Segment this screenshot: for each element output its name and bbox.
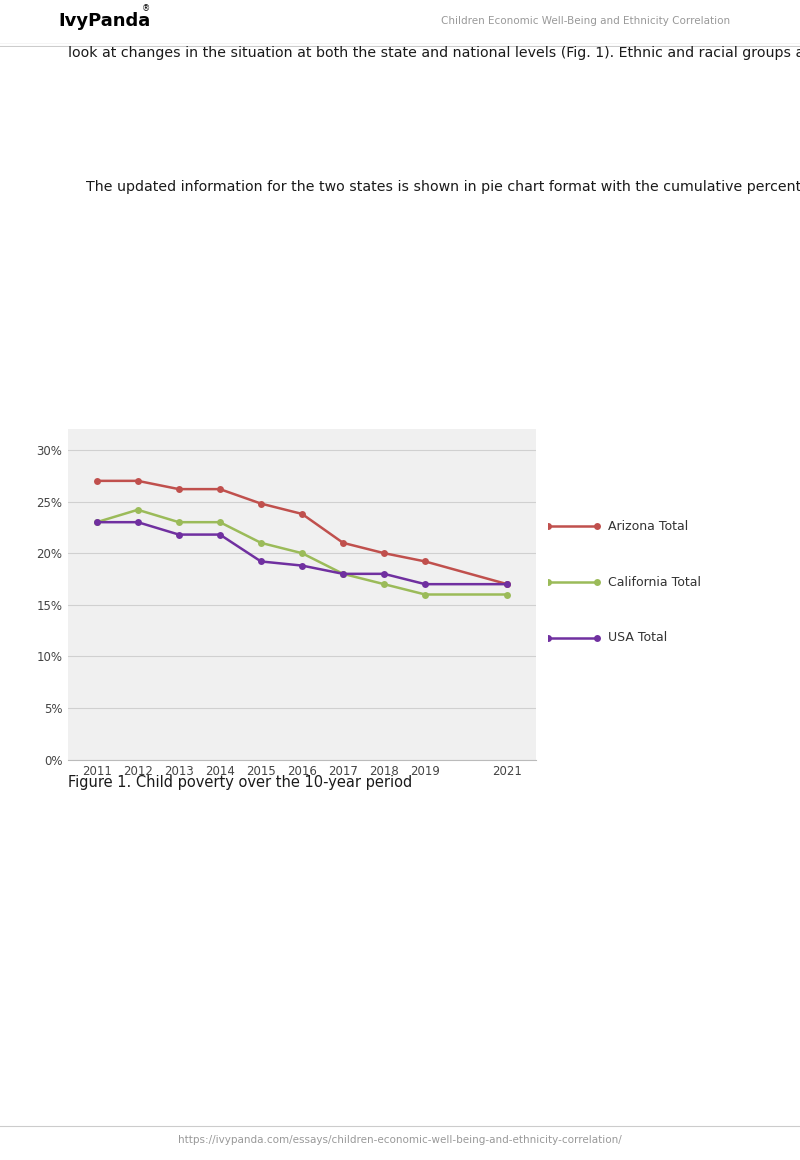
California Total <box>298 546 307 560</box>
USA Total <box>379 567 389 581</box>
Text: IvyPanda: IvyPanda <box>58 12 150 30</box>
California Total <box>215 515 225 529</box>
California Total <box>420 588 430 602</box>
USA Total <box>215 528 225 542</box>
Text: California Total: California Total <box>609 575 702 588</box>
Text: The updated information for the two states is shown in pie chart format with the: The updated information for the two stat… <box>68 180 800 194</box>
Arizona Total <box>92 474 102 488</box>
USA Total <box>133 515 142 529</box>
Arizona Total <box>298 507 307 521</box>
Line: USA Total: USA Total <box>94 519 510 588</box>
California Total <box>379 578 389 592</box>
USA Total <box>338 567 348 581</box>
Text: ®: ® <box>142 5 150 13</box>
Arizona Total <box>379 546 389 560</box>
Text: look at changes in the situation at both the state and national levels (Fig. 1).: look at changes in the situation at both… <box>68 46 800 60</box>
Arizona Total <box>256 496 266 510</box>
California Total <box>256 536 266 550</box>
Arizona Total <box>133 474 142 488</box>
California Total <box>502 588 512 602</box>
Arizona Total <box>215 483 225 496</box>
USA Total <box>92 515 102 529</box>
USA Total <box>502 578 512 592</box>
Text: Children Economic Well-Being and Ethnicity Correlation: Children Economic Well-Being and Ethnici… <box>441 16 730 27</box>
California Total <box>133 502 142 516</box>
California Total <box>338 567 348 581</box>
California Total <box>92 515 102 529</box>
USA Total <box>174 528 184 542</box>
Text: Figure 1. Child poverty over the 10-year period: Figure 1. Child poverty over the 10-year… <box>68 776 412 790</box>
Line: California Total: California Total <box>94 506 510 597</box>
Arizona Total <box>420 554 430 568</box>
Text: Arizona Total: Arizona Total <box>609 520 689 532</box>
Arizona Total <box>338 536 348 550</box>
USA Total <box>298 559 307 573</box>
Text: https://ivypanda.com/essays/children-economic-well-being-and-ethnicity-correlati: https://ivypanda.com/essays/children-eco… <box>178 1134 622 1145</box>
Arizona Total <box>174 483 184 496</box>
USA Total <box>256 554 266 568</box>
USA Total <box>420 578 430 592</box>
Text: USA Total: USA Total <box>609 631 668 644</box>
Arizona Total <box>502 578 512 592</box>
Line: Arizona Total: Arizona Total <box>94 478 510 588</box>
California Total <box>174 515 184 529</box>
